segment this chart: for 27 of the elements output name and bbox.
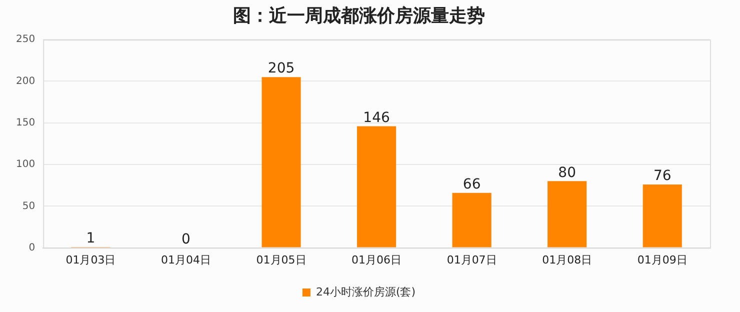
bar [262, 77, 301, 248]
y-tick-label: 150 [16, 117, 36, 128]
data-label: 76 [653, 168, 672, 184]
data-label: 205 [268, 60, 295, 77]
x-tick-label: 01月05日 [256, 253, 306, 266]
data-label: 66 [462, 176, 481, 192]
data-label: 80 [558, 164, 576, 181]
data-label: 1 [86, 230, 96, 247]
bar [452, 192, 492, 248]
x-tick-label: 01月09日 [637, 253, 688, 266]
x-tick-label: 01月03日 [66, 253, 116, 266]
data-label: 0 [182, 231, 190, 248]
chart-title: 图：近一周成都涨价房源量走势 [233, 5, 485, 26]
legend-label: 24小时涨价房源(套) [316, 285, 416, 298]
x-tick-label: 01月07日 [446, 253, 497, 266]
bar [642, 184, 682, 248]
x-tick-label: 01月04日 [160, 253, 211, 266]
x-tick-label: 01月06日 [352, 253, 402, 266]
x-tick-label: 01月08日 [542, 253, 592, 266]
y-tick-label: 250 [16, 34, 36, 46]
data-label: 146 [363, 110, 390, 126]
bar [548, 181, 587, 248]
y-tick-label: 200 [16, 76, 36, 87]
y-tick-label: 100 [16, 159, 36, 170]
bar [357, 126, 396, 248]
y-tick-label: 0 [28, 242, 36, 254]
y-tick-label: 50 [22, 200, 36, 212]
